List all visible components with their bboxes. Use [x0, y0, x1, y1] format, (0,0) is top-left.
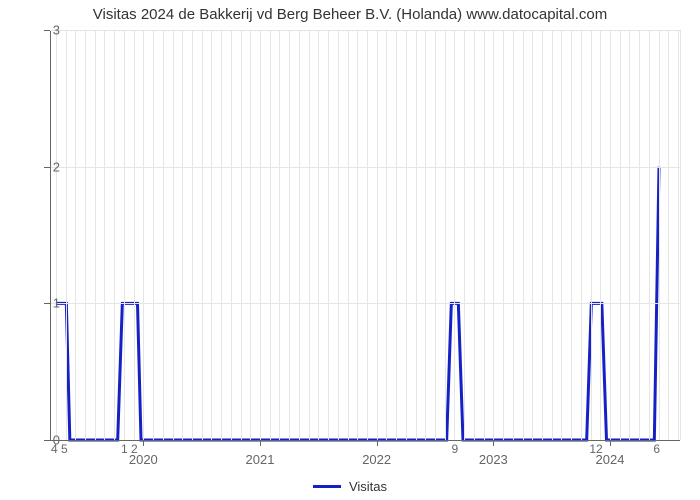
gridline-v	[357, 30, 358, 440]
visits-chart: Visitas 2024 de Bakkerij vd Berg Beheer …	[0, 0, 700, 500]
gridline-v	[629, 30, 630, 440]
gridline-v	[406, 30, 407, 440]
gridline-v	[425, 30, 426, 440]
gridline-v	[532, 30, 533, 440]
gridline-v	[173, 30, 174, 440]
gridline-v	[104, 30, 105, 440]
gridline-v	[348, 30, 349, 440]
chart-title: Visitas 2024 de Bakkerij vd Berg Beheer …	[0, 6, 700, 23]
y-tick-label: 2	[20, 159, 60, 174]
gridline-v	[163, 30, 164, 440]
gridline-v	[260, 30, 261, 440]
gridline-v	[503, 30, 504, 440]
gridline-v	[241, 30, 242, 440]
gridline-h	[50, 167, 680, 168]
value-annotation: 9	[451, 442, 458, 456]
gridline-v	[318, 30, 319, 440]
gridline-v	[66, 30, 67, 440]
gridline-v	[416, 30, 417, 440]
gridline-v	[445, 30, 446, 440]
gridline-v	[493, 30, 494, 440]
gridline-v	[231, 30, 232, 440]
gridline-v	[484, 30, 485, 440]
gridline-v	[610, 30, 611, 440]
legend-label: Visitas	[349, 479, 387, 494]
line-series	[50, 30, 680, 440]
value-annotation: 6	[653, 442, 660, 456]
gridline-v	[328, 30, 329, 440]
legend-swatch	[313, 485, 341, 488]
gridline-v	[396, 30, 397, 440]
gridline-v	[561, 30, 562, 440]
gridline-v	[75, 30, 76, 440]
x-year-label: 2022	[362, 452, 391, 467]
gridline-v	[600, 30, 601, 440]
gridline-v	[124, 30, 125, 440]
gridline-v	[377, 30, 378, 440]
gridline-v	[56, 30, 57, 440]
gridline-v	[639, 30, 640, 440]
gridline-v	[143, 30, 144, 440]
gridline-v	[279, 30, 280, 440]
gridline-v	[338, 30, 339, 440]
gridline-v	[474, 30, 475, 440]
gridline-v	[221, 30, 222, 440]
gridline-h	[50, 303, 680, 304]
value-annotation: 1 2	[121, 442, 138, 456]
gridline-v	[270, 30, 271, 440]
gridline-v	[367, 30, 368, 440]
gridline-v	[153, 30, 154, 440]
gridline-v	[542, 30, 543, 440]
gridline-v	[114, 30, 115, 440]
gridline-v	[649, 30, 650, 440]
gridline-v	[182, 30, 183, 440]
plot-area	[50, 30, 680, 440]
gridline-v	[464, 30, 465, 440]
gridline-v	[289, 30, 290, 440]
gridline-v	[571, 30, 572, 440]
gridline-v	[659, 30, 660, 440]
plot-right-border	[680, 30, 681, 440]
gridline-v	[299, 30, 300, 440]
value-annotation: 4 5	[51, 442, 68, 456]
x-axis-line	[50, 440, 680, 441]
y-axis-line	[50, 30, 51, 440]
gridline-v	[250, 30, 251, 440]
gridline-v	[523, 30, 524, 440]
gridline-v	[386, 30, 387, 440]
gridline-v	[134, 30, 135, 440]
gridline-v	[678, 30, 679, 440]
gridline-v	[513, 30, 514, 440]
y-tick-label: 1	[20, 296, 60, 311]
gridline-v	[95, 30, 96, 440]
gridline-v	[620, 30, 621, 440]
x-year-label: 2023	[479, 452, 508, 467]
legend: Visitas	[0, 478, 700, 494]
gridline-v	[85, 30, 86, 440]
y-tick-label: 3	[20, 23, 60, 38]
gridline-v	[192, 30, 193, 440]
gridline-v	[211, 30, 212, 440]
gridline-v	[668, 30, 669, 440]
gridline-v	[202, 30, 203, 440]
gridline-v	[552, 30, 553, 440]
gridline-v	[309, 30, 310, 440]
value-annotation: 12	[589, 442, 602, 456]
gridline-v	[454, 30, 455, 440]
gridline-v	[581, 30, 582, 440]
gridline-v	[435, 30, 436, 440]
x-year-label: 2021	[246, 452, 275, 467]
plot-top-border	[50, 30, 680, 31]
gridline-v	[591, 30, 592, 440]
